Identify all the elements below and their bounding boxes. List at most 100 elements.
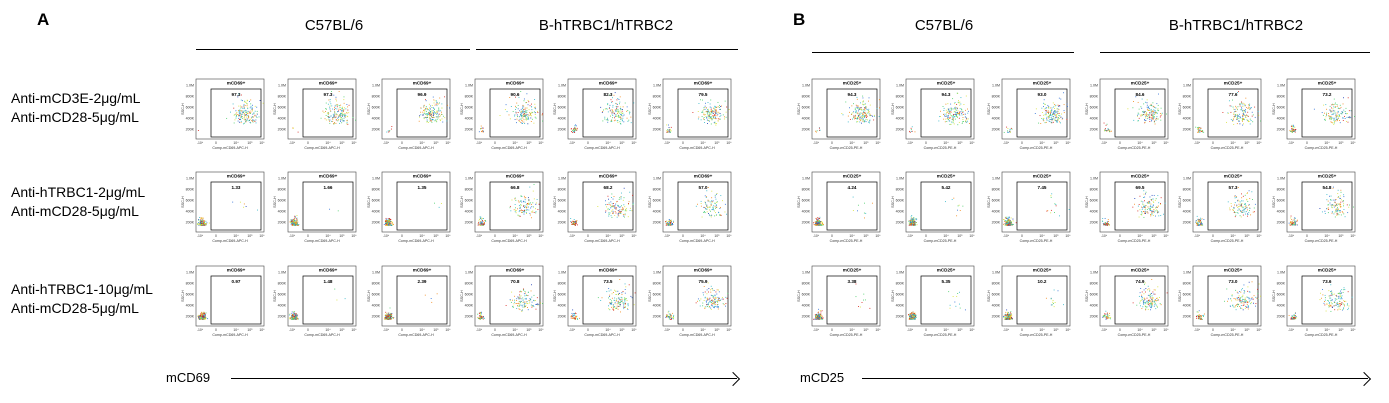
plot-frame — [287, 78, 357, 140]
event-dots — [1195, 281, 1261, 320]
y-tick-label: 600K — [802, 293, 811, 297]
event-dots — [197, 93, 264, 131]
x-tick-label: -10⁴ — [1288, 234, 1295, 238]
y-axis-label: SSC-H — [181, 196, 185, 208]
y-tick-label: 800K — [465, 188, 474, 192]
dot-plot-svg: 1.0M 800K 600K 400K 200K SSC-H -10⁴ 0 10⁴ 10⁵ 10⁶ C… — [367, 171, 451, 243]
y-axis-label: SSC-H — [797, 290, 801, 302]
x-tick-label: -10⁴ — [476, 141, 483, 145]
x-tick-label: -10⁴ — [569, 328, 576, 332]
dot-plot-svg: 1.0M 800K 600K 400K 200K SSC-H -10⁴ 0 10⁴ 10⁵ 10⁶ C… — [553, 265, 637, 337]
x-tick-label: 10⁶ — [1163, 141, 1169, 145]
dot-plot-svg: 1.0M 800K 600K 400K 200K SSC-H -10⁴ 0 10⁴ 10⁵ 10⁶ C… — [891, 171, 975, 243]
dot-plot-svg: 1.0M 800K 600K 400K 200K SSC-H -10⁴ 0 10⁴ 10⁵ 10⁶ C… — [648, 78, 732, 150]
gate-percentage: 75.9 — [699, 279, 708, 284]
dot-plot-svg: 1.0M 800K 600K 400K 200K SSC-H -10⁴ 0 10⁴ 10⁵ 10⁶ C… — [797, 78, 881, 150]
x-tick-label: 0 — [587, 328, 589, 332]
y-axis-label: SSC-H — [460, 290, 464, 302]
x-tick-label: 0 — [1021, 234, 1023, 238]
x-tick-label: 10⁶ — [351, 141, 357, 145]
gate-rectangle — [677, 181, 729, 231]
axis-arrow-a — [231, 378, 737, 379]
x-tick-label: -10⁴ — [1194, 328, 1201, 332]
x-tick-label: 10⁴ — [1039, 141, 1045, 145]
gate-rectangle — [1016, 181, 1068, 231]
gate-label: mCD69+ — [227, 81, 246, 86]
y-tick-label: 400K — [558, 117, 567, 121]
event-dots — [1003, 193, 1070, 226]
x-tick-label: -10⁴ — [1101, 234, 1108, 238]
x-axis-label: Comp-mCD25-PE-H — [924, 333, 957, 337]
y-tick-label: 200K — [186, 315, 195, 319]
x-tick-label: 10⁶ — [259, 141, 265, 145]
event-dots — [665, 282, 729, 320]
gate-rectangle — [1301, 275, 1353, 325]
x-tick-label: 0 — [307, 234, 309, 238]
dot-plot-svg: 1.0M 800K 600K 400K 200K SSC-H -10⁴ 0 10⁴ 10⁵ 10⁶ C… — [273, 78, 357, 150]
y-axis-label: SSC-H — [891, 290, 895, 302]
dot-plot: 1.0M 800K 600K 400K 200K SSC-H -10⁴ 0 10⁴ 10⁵ 10⁶ C… — [1271, 262, 1359, 340]
x-axis-label: Comp-mCD69-APC-H — [212, 239, 248, 243]
gate-label: mCD69+ — [694, 81, 713, 86]
gate-label: mCD25+ — [1131, 81, 1150, 86]
plot-frame — [662, 78, 732, 140]
y-tick-label: 1.0M — [1277, 271, 1285, 275]
y-axis-label: SSC-H — [1272, 196, 1276, 208]
x-tick-label: 10⁴ — [419, 141, 425, 145]
y-tick-label: 400K — [896, 210, 905, 214]
gate-rectangle — [920, 181, 972, 231]
y-axis-label: SSC-H — [797, 196, 801, 208]
dot-plot-svg: 1.0M 800K 600K 400K 200K SSC-H -10⁴ 0 10⁴ 10⁵ 10⁶ C… — [460, 171, 544, 243]
event-dots — [197, 201, 258, 226]
plot-frame — [905, 78, 975, 140]
y-tick-label: 200K — [992, 128, 1001, 132]
x-tick-label: -10⁴ — [1101, 141, 1108, 145]
gate-label: mCD69+ — [319, 268, 338, 273]
y-tick-label: 400K — [372, 117, 381, 121]
x-axis-label: Comp-mCD69-APC-H — [304, 146, 340, 150]
event-dots — [570, 279, 636, 320]
x-tick-label: 10⁴ — [512, 234, 518, 238]
y-axis-label: SSC-H — [273, 103, 277, 115]
gate-rectangle — [302, 275, 354, 325]
y-axis-label: SSC-H — [891, 196, 895, 208]
group-divider-c57bl6-b — [812, 52, 1074, 53]
dot-plot: 1.0M 800K 600K 400K 200K SSC-H -10⁴ 0 10⁴ 10⁵ 10⁶ C… — [647, 168, 735, 246]
gate-percentage: 82.3 — [604, 92, 613, 97]
x-axis-label: Comp-mCD25-PE-H — [924, 239, 957, 243]
y-tick-label: 800K — [558, 188, 567, 192]
x-tick-label: 0 — [1212, 234, 1214, 238]
y-tick-label: 400K — [992, 210, 1001, 214]
event-dots — [813, 283, 871, 320]
y-tick-label: 400K — [558, 304, 567, 308]
group-label-c57bl6-b: C57BL/6 — [914, 17, 974, 34]
x-tick-label: 0 — [925, 141, 927, 145]
gate-rectangle — [582, 275, 634, 325]
dot-plot-svg: 1.0M 800K 600K 400K 200K SSC-H -10⁴ 0 10⁴ 10⁵ 10⁶ C… — [1272, 78, 1356, 150]
y-tick-label: 600K — [653, 199, 662, 203]
y-tick-label: 200K — [465, 315, 474, 319]
x-tick-label: -10⁴ — [813, 141, 820, 145]
dot-plot: 1.0M 800K 600K 400K 200K SSC-H -10⁴ 0 10⁴ 10⁵ 10⁶ C… — [366, 262, 454, 340]
gate-rectangle — [210, 88, 262, 138]
gate-percentage: 3.38 — [848, 279, 857, 284]
gate-rectangle — [920, 275, 972, 325]
x-tick-label: 10⁶ — [351, 234, 357, 238]
x-tick-label: 10⁵ — [1338, 141, 1344, 145]
y-axis-label: SSC-H — [367, 196, 371, 208]
event-dots — [477, 284, 543, 320]
dot-plot: 1.0M 800K 600K 400K 200K SSC-H -10⁴ 0 10⁴ 10⁵ 10⁶ C… — [272, 262, 360, 340]
y-tick-label: 200K — [278, 221, 287, 225]
dot-plot: 1.0M 800K 600K 400K 200K SSC-H -10⁴ 0 10⁴ 10⁵ 10⁶ C… — [552, 75, 640, 153]
x-tick-label: 10⁶ — [1163, 234, 1169, 238]
x-tick-label: 10⁵ — [863, 328, 869, 332]
gate-percentage: 54.8 — [1323, 185, 1332, 190]
y-tick-label: 200K — [802, 221, 811, 225]
gate-label: mCD69+ — [413, 81, 432, 86]
dot-plot: 1.0M 800K 600K 400K 200K SSC-H -10⁴ 0 10⁴ 10⁵ 10⁶ C… — [890, 75, 978, 153]
dot-plot-svg: 1.0M 800K 600K 400K 200K SSC-H -10⁴ 0 10⁴ 10⁵ 10⁶ C… — [553, 171, 637, 243]
y-tick-label: 800K — [802, 188, 811, 192]
y-tick-label: 200K — [1090, 221, 1099, 225]
y-tick-label: 800K — [1090, 188, 1099, 192]
x-axis-label: Comp-mCD25-PE-H — [1020, 333, 1053, 337]
